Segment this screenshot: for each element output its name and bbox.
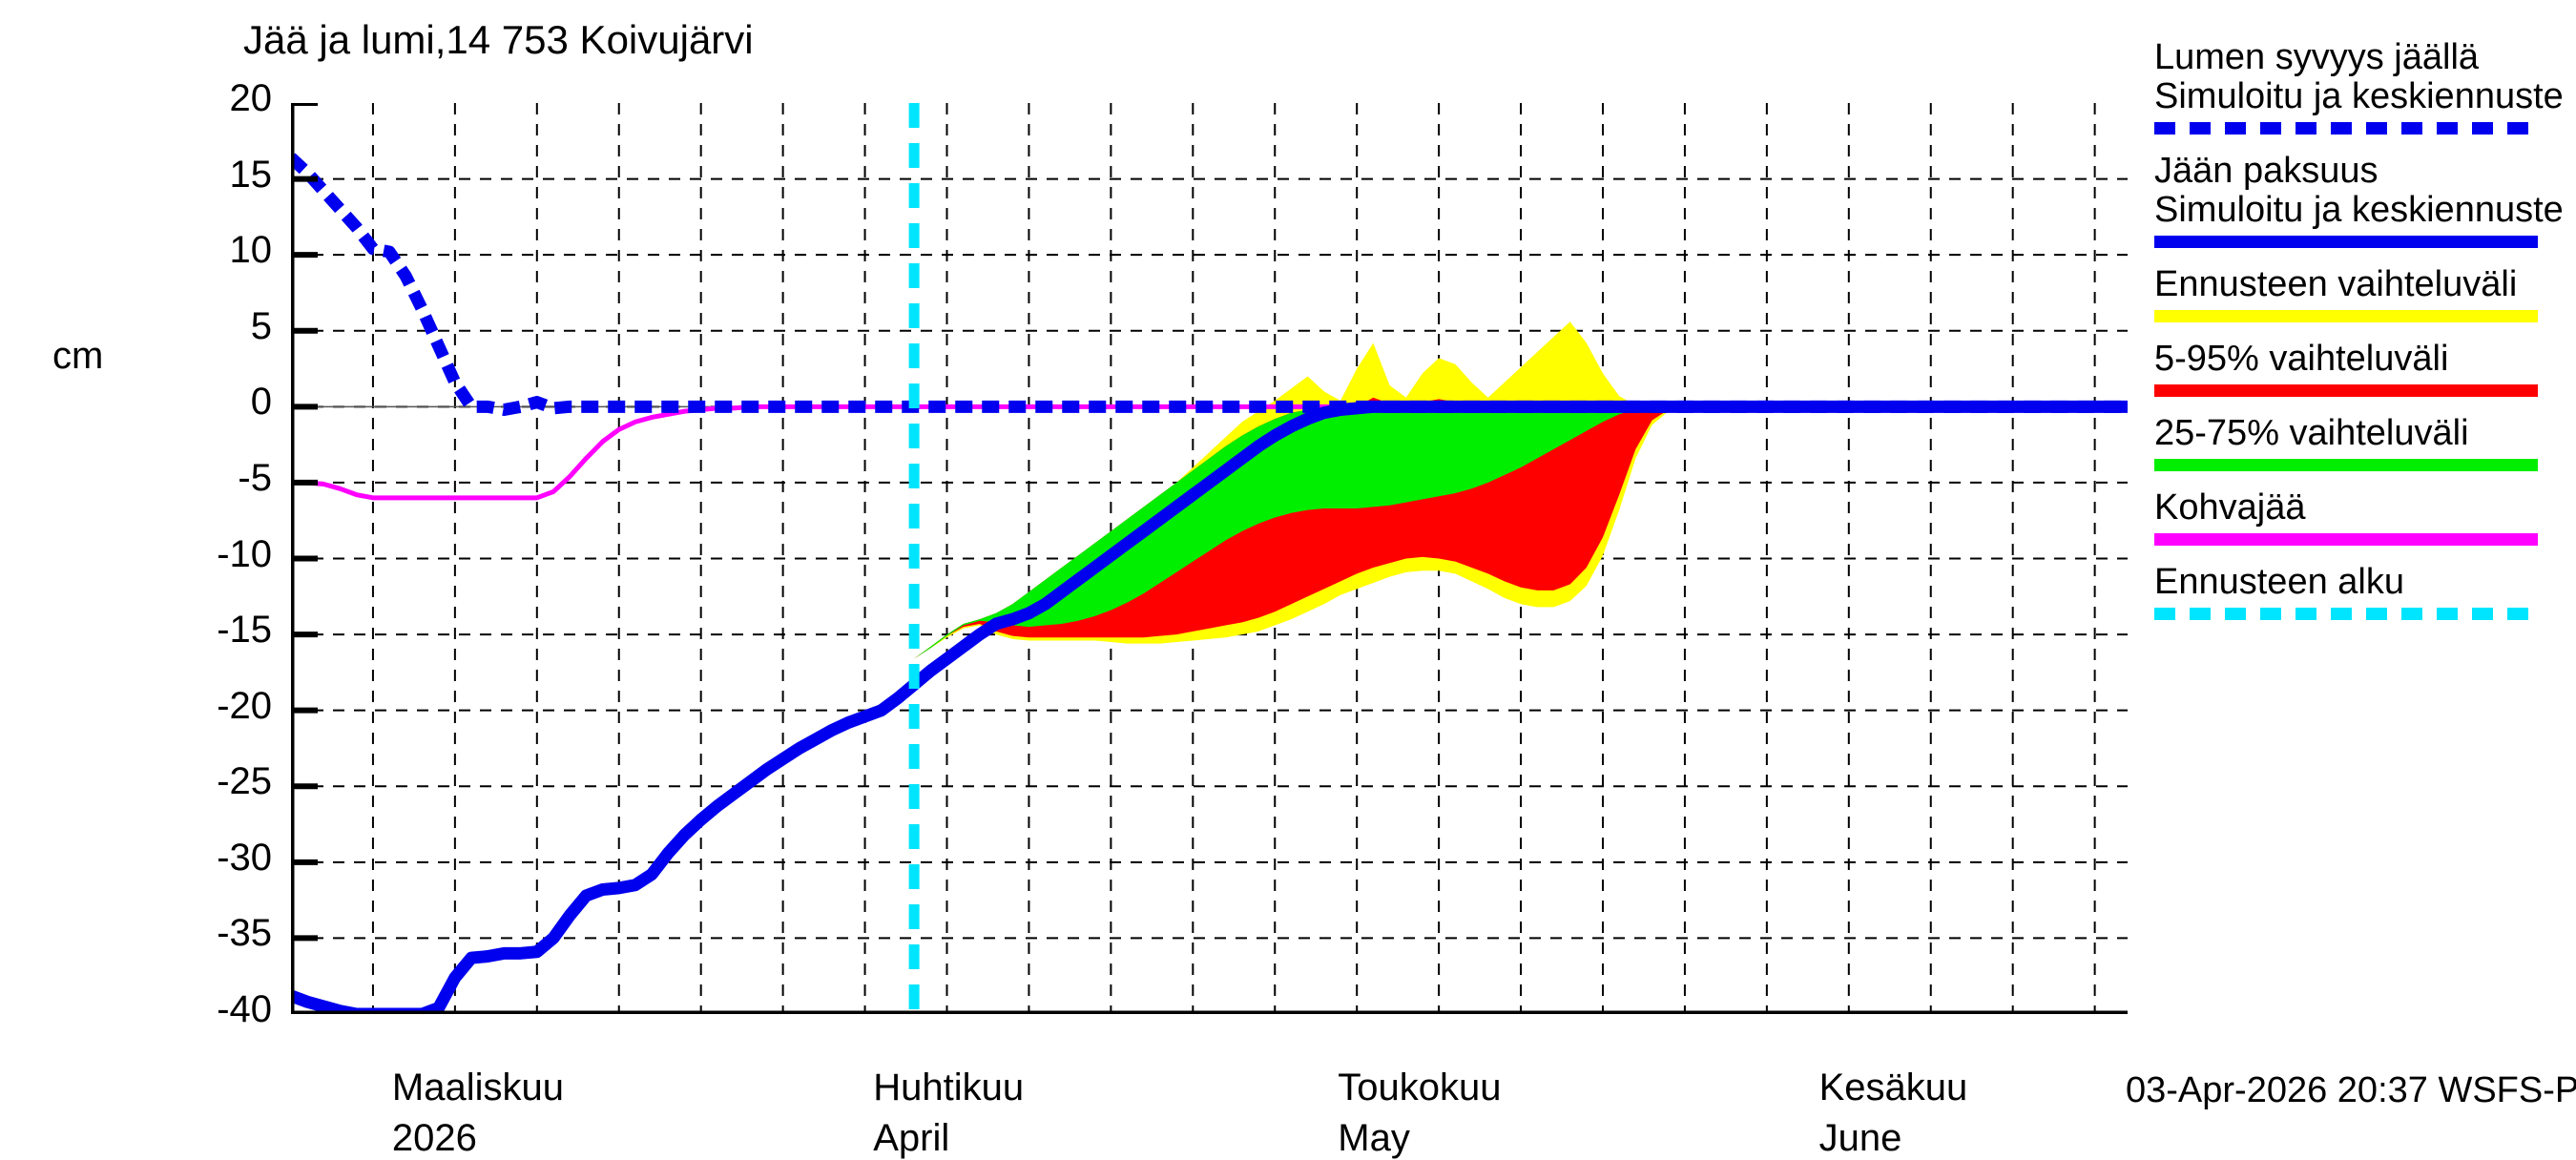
y-tick-label: -30 (217, 836, 272, 879)
chart-legend: Lumen syvyys jäällä Simuloitu ja keskienn… (2154, 37, 2574, 637)
legend-item: Jään paksuus Simuloitu ja keskiennuste (2154, 151, 2574, 249)
legend-item-label: Ennusteen vaihteluväli (2154, 264, 2518, 305)
x-tick-label: Kesäkuu (1818, 1067, 1968, 1108)
y-tick-label: 20 (229, 77, 273, 119)
legend-swatch (2154, 608, 2538, 621)
x-tick-label: Maaliskuu (391, 1067, 564, 1108)
x-tick-label: Huhtikuu (873, 1067, 1025, 1108)
legend-swatch (2154, 384, 2538, 398)
legend-item: Lumen syvyys jäällä Simuloitu ja keskienn… (2154, 37, 2574, 135)
legend-item-label: 5-95% vaihteluväli (2154, 339, 2449, 380)
y-tick-label: -40 (217, 988, 272, 1030)
footer-timestamp: 03-Apr-2026 20:37 WSFS-P (2126, 1070, 2576, 1110)
legend-item: Kohvajää (2154, 487, 2574, 547)
legend-swatch (2154, 533, 2538, 547)
x-tick-label: Toukokuu (1338, 1067, 1502, 1108)
legend-swatch (2154, 122, 2538, 135)
plot-svg (291, 103, 2128, 1014)
legend-item-label: Kohvajää (2154, 487, 2306, 528)
chart-title: Jää ja lumi,14 753 Koivujärvi (243, 17, 754, 62)
legend-item-label: 25-75% vaihteluväli (2154, 413, 2469, 454)
legend-item: 5-95% vaihteluväli (2154, 339, 2574, 398)
y-tick-label: -35 (217, 912, 272, 955)
x-tick-sublabel: June (1818, 1117, 1902, 1159)
y-axis-units: cm (52, 334, 104, 377)
x-tick-sublabel: 2026 (391, 1117, 477, 1159)
legend-item-sublabel: Simuloitu ja keskiennuste (2154, 76, 2564, 117)
y-tick-label: 15 (229, 153, 273, 196)
y-tick-label: 5 (250, 304, 272, 347)
y-tick-label: -15 (217, 609, 272, 652)
snow-depth-line (291, 153, 2128, 417)
legend-swatch (2154, 236, 2538, 249)
x-tick-sublabel: April (873, 1117, 950, 1159)
legend-swatch (2154, 459, 2538, 472)
legend-item-label: Jään paksuus (2154, 151, 2379, 192)
y-tick-label: -25 (217, 760, 272, 803)
plot-area (291, 103, 2128, 1014)
legend-item-sublabel: Simuloitu ja keskiennuste (2154, 190, 2564, 231)
legend-item-label: Lumen syvyys jäällä (2154, 37, 2480, 77)
legend-item: Ennusteen vaihteluväli (2154, 264, 2574, 323)
legend-item: Ennusteen alku (2154, 562, 2574, 621)
y-tick-label: 0 (250, 381, 272, 424)
legend-swatch (2154, 310, 2538, 323)
y-tick-label: 10 (229, 229, 273, 272)
x-tick-sublabel: May (1338, 1117, 1410, 1159)
y-tick-label: -5 (238, 456, 272, 499)
grid-lines (291, 103, 2128, 1014)
y-tick-label: -10 (217, 532, 272, 575)
y-tick-label: -20 (217, 684, 272, 727)
legend-item-label: Ennusteen alku (2154, 562, 2404, 603)
legend-item: 25-75% vaihteluväli (2154, 413, 2574, 472)
